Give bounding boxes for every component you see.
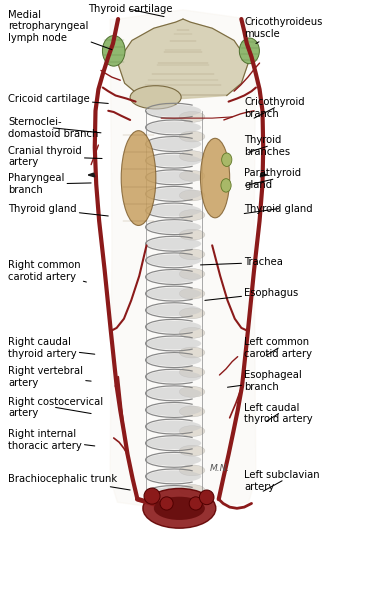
Ellipse shape — [179, 308, 205, 319]
Ellipse shape — [179, 386, 205, 397]
Ellipse shape — [146, 371, 201, 383]
Ellipse shape — [179, 367, 205, 378]
Ellipse shape — [179, 445, 205, 456]
Ellipse shape — [201, 139, 230, 218]
Text: Left subclavian
artery: Left subclavian artery — [244, 470, 320, 492]
Text: Esophagus: Esophagus — [205, 288, 299, 300]
Ellipse shape — [179, 347, 205, 358]
Text: Thyroid gland: Thyroid gland — [244, 204, 313, 214]
Text: Cricothyroid
branch: Cricothyroid branch — [244, 97, 305, 118]
Ellipse shape — [154, 497, 205, 520]
Ellipse shape — [179, 249, 205, 260]
Ellipse shape — [146, 204, 201, 216]
Polygon shape — [88, 173, 95, 177]
Ellipse shape — [146, 171, 201, 183]
Ellipse shape — [179, 465, 205, 476]
Text: Left caudal
thyroid artery: Left caudal thyroid artery — [244, 403, 313, 424]
Ellipse shape — [146, 287, 201, 300]
Ellipse shape — [146, 138, 201, 150]
Ellipse shape — [146, 321, 201, 333]
Text: Left common
carotid artery: Left common carotid artery — [244, 337, 312, 359]
Ellipse shape — [143, 489, 216, 528]
Ellipse shape — [102, 36, 125, 66]
Ellipse shape — [179, 170, 205, 181]
Ellipse shape — [146, 271, 201, 283]
Ellipse shape — [179, 425, 205, 436]
Ellipse shape — [146, 121, 201, 134]
Ellipse shape — [146, 221, 201, 233]
Ellipse shape — [179, 229, 205, 240]
Text: Sternoclei-
domastoid branch: Sternoclei- domastoid branch — [8, 117, 101, 139]
Ellipse shape — [146, 487, 201, 499]
Ellipse shape — [179, 210, 205, 221]
Text: Thyroid
branches: Thyroid branches — [244, 135, 290, 157]
Text: Esophageal
branch: Esophageal branch — [228, 370, 302, 392]
Ellipse shape — [146, 188, 201, 200]
Polygon shape — [110, 10, 256, 511]
Ellipse shape — [221, 178, 231, 192]
Text: Right costocervical
artery: Right costocervical artery — [8, 397, 103, 418]
Ellipse shape — [189, 497, 202, 510]
Text: Right internal
thoracic artery: Right internal thoracic artery — [8, 429, 95, 451]
Text: Parathyroid
gland: Parathyroid gland — [244, 169, 301, 190]
Ellipse shape — [179, 151, 205, 162]
Text: Right common
carotid artery: Right common carotid artery — [8, 261, 86, 282]
Ellipse shape — [121, 131, 156, 226]
Text: M.N.: M.N. — [209, 464, 229, 473]
Ellipse shape — [130, 86, 181, 109]
Polygon shape — [117, 19, 249, 99]
Ellipse shape — [222, 153, 232, 167]
Ellipse shape — [179, 268, 205, 280]
Ellipse shape — [179, 190, 205, 201]
Ellipse shape — [199, 490, 214, 504]
Ellipse shape — [146, 421, 201, 433]
Text: Cricoid cartilage: Cricoid cartilage — [8, 94, 108, 104]
Ellipse shape — [146, 105, 201, 117]
Ellipse shape — [239, 38, 259, 64]
Ellipse shape — [179, 406, 205, 417]
Ellipse shape — [146, 470, 201, 482]
Text: Cranial thyroid
artery: Cranial thyroid artery — [8, 146, 102, 167]
Ellipse shape — [179, 484, 205, 495]
Ellipse shape — [146, 437, 201, 449]
Ellipse shape — [146, 337, 201, 349]
Ellipse shape — [179, 327, 205, 338]
Ellipse shape — [146, 254, 201, 267]
Text: Pharyngeal
branch: Pharyngeal branch — [8, 173, 91, 195]
Ellipse shape — [146, 454, 201, 466]
Text: Right vertebral
artery: Right vertebral artery — [8, 366, 91, 387]
Ellipse shape — [146, 354, 201, 366]
Text: Cricothyroideus
muscle: Cricothyroideus muscle — [244, 17, 323, 44]
Ellipse shape — [179, 288, 205, 299]
Ellipse shape — [146, 404, 201, 416]
Ellipse shape — [160, 497, 173, 510]
Ellipse shape — [146, 154, 201, 167]
Ellipse shape — [146, 304, 201, 316]
Ellipse shape — [146, 387, 201, 400]
Ellipse shape — [144, 488, 160, 504]
Text: Trachea: Trachea — [201, 257, 283, 267]
Text: Brachiocephalic trunk: Brachiocephalic trunk — [8, 474, 130, 490]
Text: Thyroid cartilage: Thyroid cartilage — [88, 4, 172, 17]
Text: Thyroid gland: Thyroid gland — [8, 204, 108, 216]
Text: Right caudal
thyroid artery: Right caudal thyroid artery — [8, 337, 95, 359]
Text: Medial
retropharyngeal
lymph node: Medial retropharyngeal lymph node — [8, 10, 112, 50]
Polygon shape — [260, 173, 267, 177]
Ellipse shape — [146, 238, 201, 250]
Ellipse shape — [179, 131, 205, 142]
Ellipse shape — [179, 112, 205, 123]
